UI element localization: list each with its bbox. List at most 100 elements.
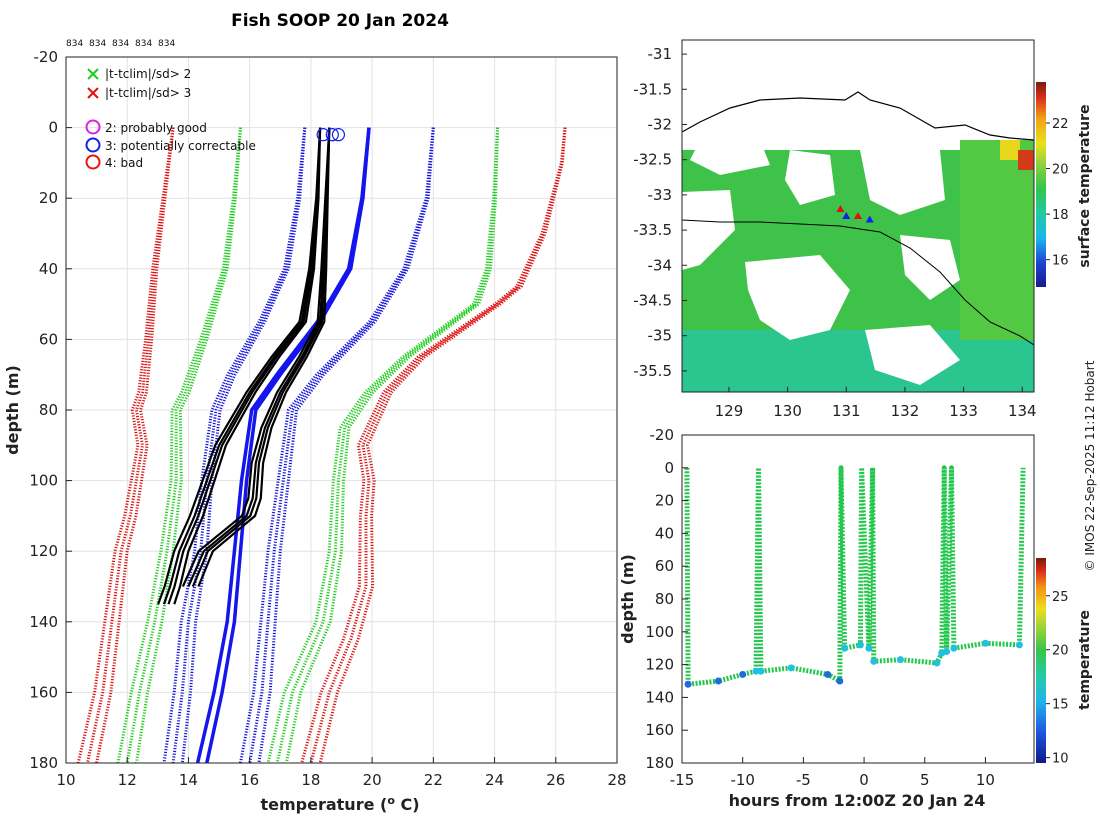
series-line-copy bbox=[266, 127, 500, 763]
series-line-copy bbox=[239, 127, 435, 763]
circle-marker-icon bbox=[85, 154, 101, 170]
land bbox=[682, 40, 1034, 140]
track-point bbox=[836, 204, 845, 212]
series-line-copy bbox=[191, 127, 331, 587]
track-point bbox=[854, 212, 862, 219]
time-y-tick-label: 0 bbox=[664, 459, 674, 477]
circle-marker-icon bbox=[85, 137, 101, 153]
qc-marker bbox=[316, 128, 330, 142]
x-tick-label: 28 bbox=[607, 771, 626, 789]
time-x-tick-label: -5 bbox=[796, 771, 811, 789]
series-line-copy bbox=[134, 127, 242, 763]
temperature-colorbar bbox=[1036, 558, 1046, 763]
axis-ticks: 10 12 14 16 18 20 22 24 26 28 -20 0 20 40 60 80 100 120 14… bbox=[29, 48, 626, 789]
y-tick-label: 180 bbox=[29, 754, 58, 772]
depth-trace bbox=[684, 465, 1026, 687]
y-tick-label: 40 bbox=[39, 260, 58, 278]
depth-point bbox=[981, 639, 989, 647]
station-id: 834 bbox=[66, 39, 83, 49]
map-panel: 129 130 131 132 133 134 -31 -31.5 -32 -32.5 -33 -33… bbox=[633, 39, 1093, 420]
series-line-copy bbox=[95, 127, 175, 763]
sst-colorbar-ticks: 16 18 20 22 bbox=[1046, 117, 1069, 269]
map-axis-ticks: 129 130 131 132 133 134 -31 -31.5 -32 -32.5 -33 -33… bbox=[633, 45, 1036, 420]
sst-warm-band bbox=[682, 330, 1034, 392]
series-line-copy bbox=[284, 127, 500, 763]
x-tick-label: 16 bbox=[240, 771, 259, 789]
series-line-copy bbox=[197, 127, 331, 587]
depth-point bbox=[870, 657, 878, 665]
station-id: 834 bbox=[89, 39, 106, 49]
map-y-tick-label: -32 bbox=[648, 115, 673, 133]
sst-warm-patch bbox=[1000, 140, 1020, 160]
map-x-tick-label: 133 bbox=[949, 402, 978, 420]
time-axis-ticks: -15 -10 -5 0 5 10 -20 0 20 40 60 80 100 120 140 160 180 bbox=[645, 426, 995, 789]
depth-point bbox=[752, 667, 760, 675]
x-tick-label: 14 bbox=[179, 771, 198, 789]
profile-panel: Fish SOOP 20 Jan 2024 834 834 834 834 83… bbox=[3, 11, 627, 814]
map-y-tick-label: -33 bbox=[648, 186, 673, 204]
colorbar-tick-label: 20 bbox=[1052, 163, 1069, 178]
colorbar-tick-label: 18 bbox=[1052, 208, 1069, 223]
y-tick-label: -20 bbox=[34, 48, 59, 66]
depth-point bbox=[841, 644, 849, 652]
time-series bbox=[684, 465, 1026, 688]
time-y-tick-label: 40 bbox=[655, 524, 674, 542]
legend-item: |t-tclim|/sd> 2 bbox=[87, 67, 191, 81]
series-line bbox=[187, 127, 331, 587]
station-ids: 834 834 834 834 834 bbox=[66, 39, 175, 49]
x-tick-label: 10 bbox=[56, 771, 75, 789]
station-id: 834 bbox=[112, 39, 129, 49]
legend-label: |t-tclim|/sd> 3 bbox=[105, 86, 191, 100]
legend-item: 3: potentially correctable bbox=[85, 137, 256, 153]
series-line-copy bbox=[181, 127, 331, 587]
qc-markers bbox=[316, 128, 346, 142]
x-tick-label: 22 bbox=[424, 771, 443, 789]
x-tick-label: 18 bbox=[301, 771, 320, 789]
depth-point bbox=[856, 641, 864, 649]
sst-colorbar bbox=[1036, 82, 1046, 287]
series-line-copy bbox=[167, 127, 322, 605]
sst-field bbox=[682, 40, 1034, 392]
cloud-mask bbox=[690, 140, 770, 175]
cloud-mask bbox=[865, 325, 960, 385]
cloud-mask bbox=[745, 255, 850, 340]
station-id: 834 bbox=[135, 39, 152, 49]
track-point bbox=[865, 215, 874, 223]
time-x-tick-label: 5 bbox=[920, 771, 930, 789]
depth-point bbox=[684, 680, 692, 688]
map-y-tick-label: -35 bbox=[648, 327, 673, 345]
series-line-copy bbox=[195, 127, 371, 763]
colorbar-tick-label: 10 bbox=[1052, 752, 1069, 767]
temperature-colorbar-label: temperature bbox=[1077, 610, 1093, 710]
sst-hot-patch bbox=[1018, 150, 1034, 170]
map-x-tick-label: 132 bbox=[891, 402, 920, 420]
map-y-tick-label: -31.5 bbox=[633, 80, 672, 98]
time-panel: -15 -10 -5 0 5 10-20020406080100120140160180 … bbox=[618, 426, 1093, 810]
y-tick-label: 20 bbox=[39, 189, 58, 207]
series-line bbox=[171, 127, 307, 763]
qc-marker bbox=[325, 128, 339, 142]
time-y-axis-label: depth (m) bbox=[618, 554, 637, 644]
time-y-tick-label: -20 bbox=[650, 426, 675, 444]
track-point bbox=[842, 212, 851, 219]
credit-text: © IMOS 22-Sep-2025 11:12 Hobart bbox=[1083, 360, 1097, 571]
y-tick-label: 160 bbox=[29, 683, 58, 701]
series-group bbox=[76, 127, 567, 763]
y-tick-label: 120 bbox=[29, 542, 58, 560]
map-y-tick-label: -32.5 bbox=[633, 151, 672, 169]
map-x-tick-label: 129 bbox=[715, 402, 744, 420]
map-y-tick-label: -31 bbox=[648, 45, 673, 63]
legend-item: 2: probably good bbox=[85, 119, 207, 135]
time-x-tick-label: -15 bbox=[670, 771, 695, 789]
y-tick-label: 140 bbox=[29, 613, 58, 631]
series-line bbox=[125, 127, 242, 763]
chart-title: Fish SOOP 20 Jan 2024 bbox=[231, 11, 449, 31]
map-x-tick-label: 130 bbox=[773, 402, 802, 420]
depth-point bbox=[739, 670, 747, 678]
x-tick-label: 12 bbox=[118, 771, 137, 789]
x-tick-label: 24 bbox=[485, 771, 504, 789]
time-x-tick-label: -10 bbox=[730, 771, 755, 789]
time-y-tick-label: 20 bbox=[655, 492, 674, 510]
series-line-copy bbox=[300, 127, 567, 763]
